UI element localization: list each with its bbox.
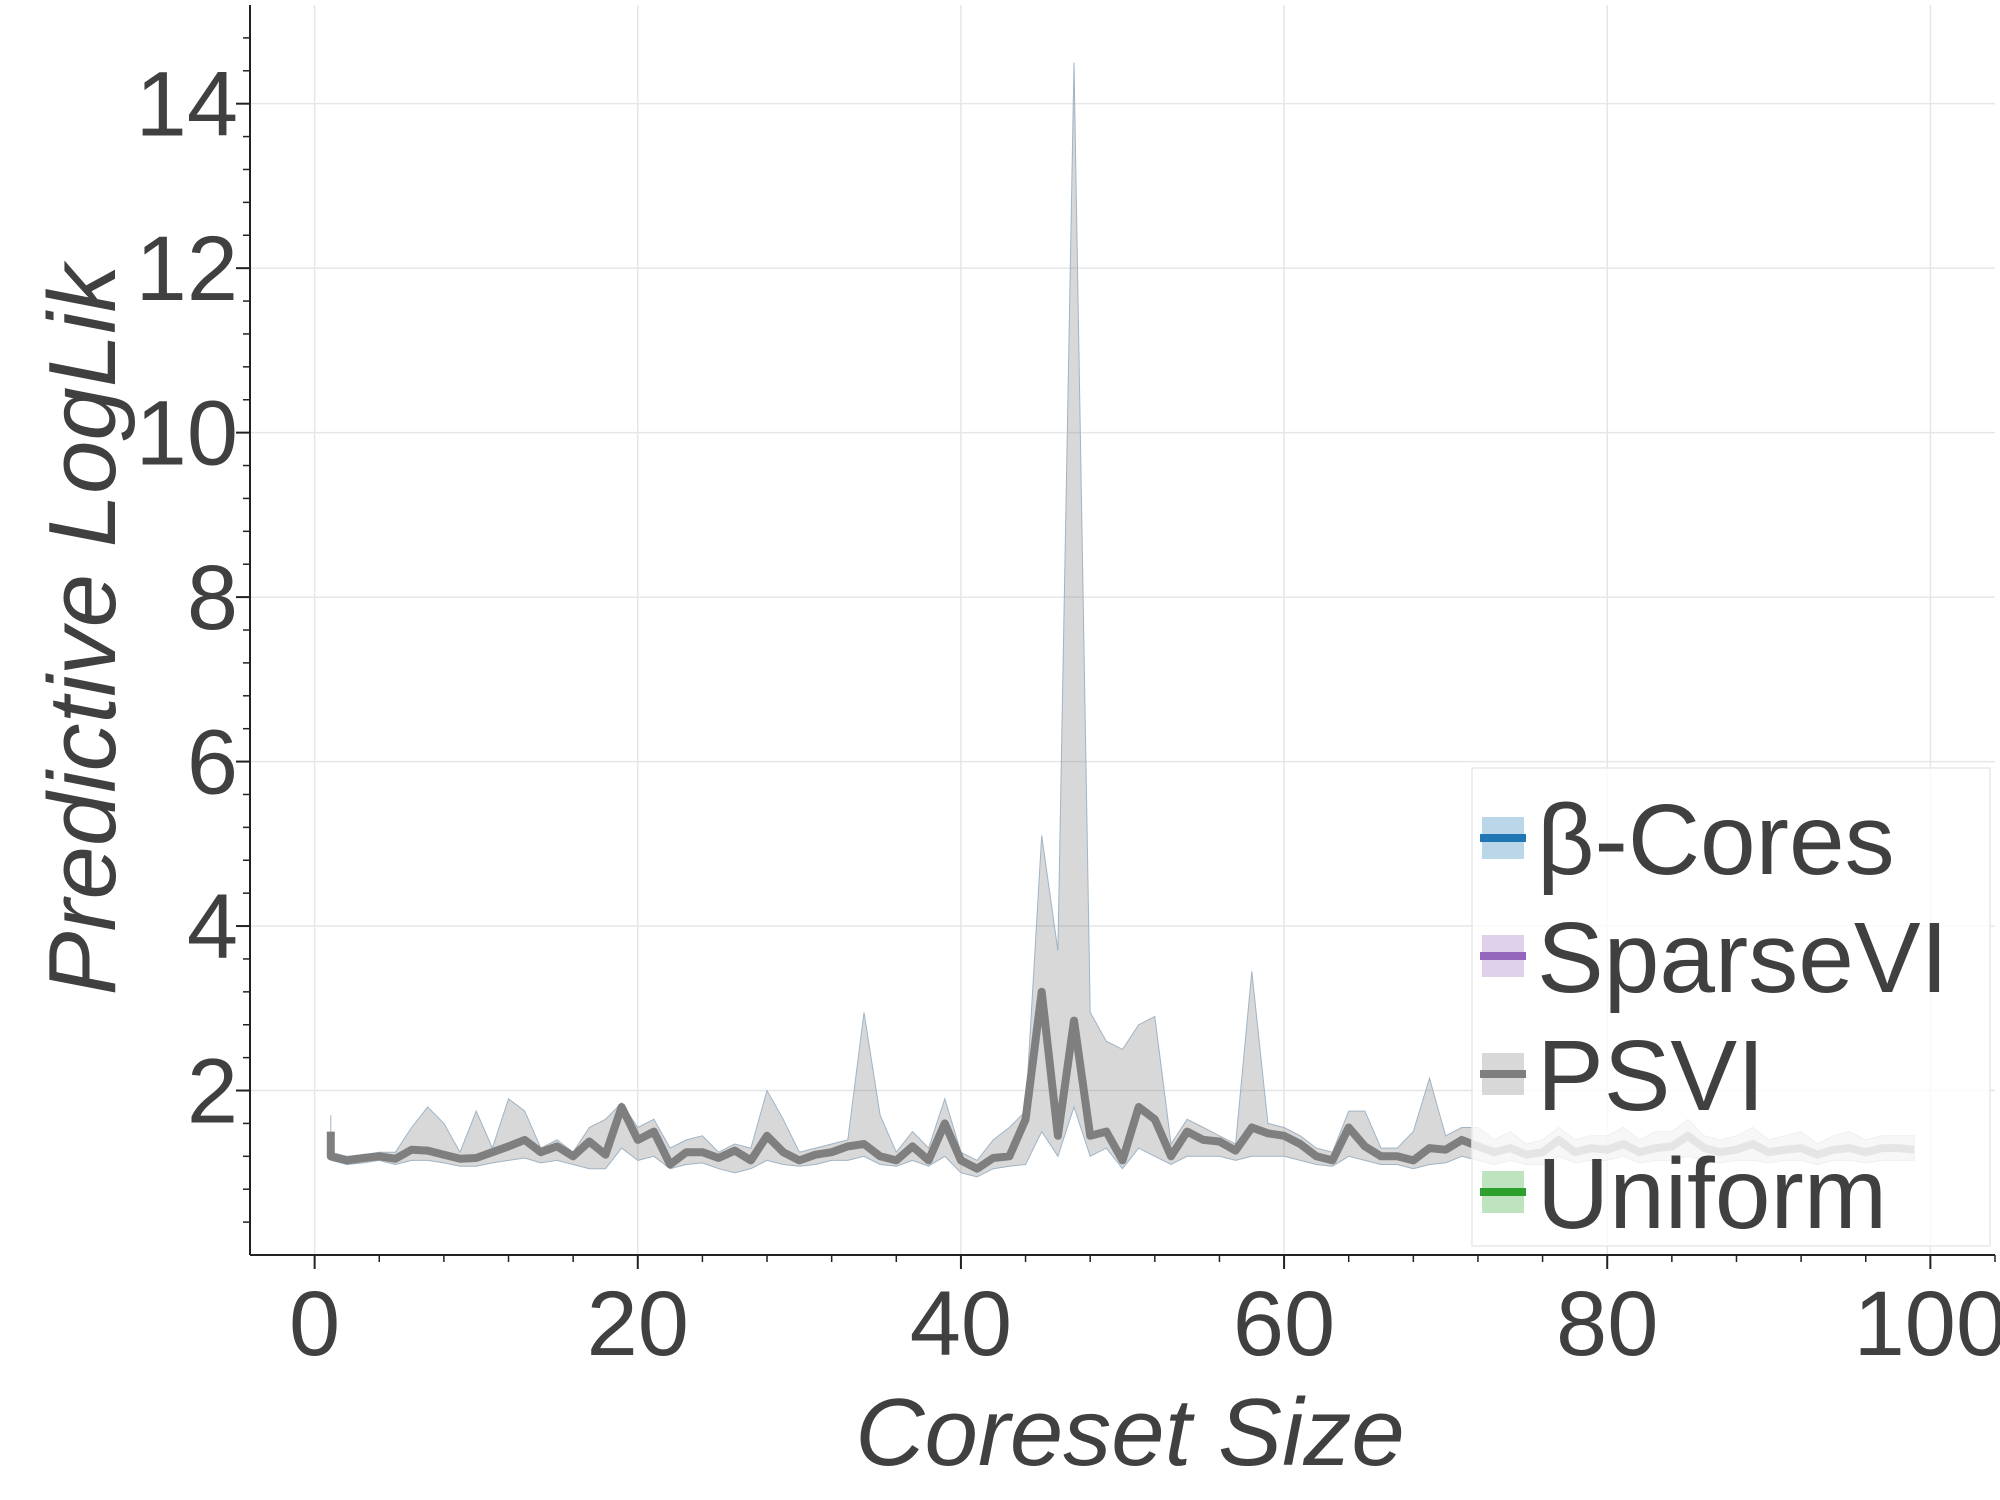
y-tick-label: 12	[136, 218, 238, 320]
y-tick-label: 4	[187, 876, 238, 978]
legend-label-psvi: PSVI	[1537, 1020, 1765, 1132]
y-tick-label: 10	[136, 383, 238, 485]
x-tick-label: 100	[1854, 1273, 2000, 1375]
x-tick-label: 80	[1556, 1273, 1658, 1375]
axes	[236, 5, 1996, 1269]
x-tick-label: 20	[587, 1273, 689, 1375]
grid	[250, 5, 1995, 1255]
legend-box	[1471, 767, 1991, 1247]
y-tick-label: 2	[187, 1041, 238, 1143]
y-tick-label: 6	[187, 712, 238, 814]
legend-label-sparsevi: SparseVI	[1537, 902, 1948, 1014]
x-axis-title: Coreset Size	[855, 1379, 1405, 1486]
y-tick-label: 14	[136, 54, 238, 156]
x-tick-label: 60	[1233, 1273, 1335, 1375]
y-tick-label: 8	[187, 547, 238, 649]
tick-labels: 0 20 40 60 80 100 2 4 6 8 10 12 14	[136, 54, 2000, 1375]
x-tick-label: 40	[910, 1273, 1012, 1375]
x-tick-label: 0	[289, 1273, 340, 1375]
y-axis-title: Predictive LogLik	[29, 259, 136, 995]
legend-label-uniform: Uniform	[1537, 1138, 1887, 1250]
legend-label-cores: β-Cores	[1537, 784, 1895, 896]
